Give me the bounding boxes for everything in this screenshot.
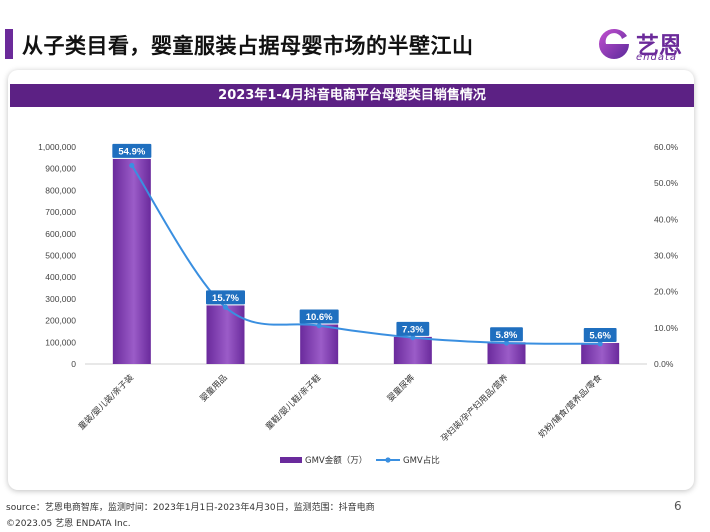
- page-number: 6: [674, 499, 682, 513]
- page-title: 从子类目看，婴童服装占据母婴市场的半壁江山: [22, 34, 474, 58]
- bar: [112, 158, 151, 364]
- y-right-tick-label: 30.0%: [654, 251, 679, 261]
- category-label: 婴童尿裤: [385, 372, 417, 404]
- y-left-tick-label: 800,000: [45, 185, 76, 195]
- data-label: 10.6%: [306, 312, 333, 323]
- line-point: [597, 341, 603, 347]
- y-left-tick-label: 400,000: [45, 272, 76, 282]
- legend-bar-swatch: [280, 457, 302, 463]
- chart-title: 2023年1-4月抖音电商平台母婴类目销售情况: [10, 84, 694, 107]
- data-label: 15.7%: [212, 293, 239, 304]
- bar: [393, 336, 432, 364]
- y-right-tick-label: 60.0%: [654, 142, 679, 152]
- y-left-tick-label: 100,000: [45, 337, 76, 347]
- data-label-bg: [299, 309, 339, 324]
- data-label-bg: [112, 143, 152, 158]
- y-left-tick-label: 700,000: [45, 207, 76, 217]
- line-point: [503, 340, 510, 346]
- data-label-bg: [396, 321, 430, 336]
- y-right-tick-label: 50.0%: [654, 178, 679, 188]
- line-point: [129, 162, 135, 169]
- y-left-tick-label: 200,000: [45, 316, 76, 326]
- y-left-tick-label: 900,000: [45, 164, 76, 174]
- y-left-tick-label: 300,000: [45, 294, 76, 304]
- legend-bar-label: GMV金额（万）: [305, 455, 367, 466]
- data-label-bg: [206, 290, 245, 305]
- endata-logo: 艺恩 endata: [596, 26, 696, 66]
- line-point: [222, 304, 229, 310]
- gmv-share-line: [130, 164, 601, 345]
- footer-copyright: ©2023.05 艺恩 ENDATA Inc.: [6, 519, 131, 529]
- category-label: 孕妇装/孕产妇用品/营养: [439, 372, 511, 444]
- category-label: 童装/婴儿装/亲子装: [76, 372, 136, 432]
- y-left-tick-label: 600,000: [45, 229, 76, 239]
- logo-english-text: endata: [636, 52, 678, 63]
- legend-line-marker: [385, 457, 391, 463]
- data-label: 5.8%: [496, 330, 518, 341]
- y-right-tick-label: 0.0%: [654, 359, 674, 369]
- data-label: 7.3%: [402, 324, 424, 335]
- y-right-tick-label: 40.0%: [654, 214, 679, 224]
- data-label: 5.6%: [589, 330, 611, 341]
- category-label: 奶粉/辅食/营养品/零食: [536, 372, 604, 440]
- data-label: 54.9%: [118, 146, 145, 157]
- data-label-bg: [583, 327, 617, 342]
- bar: [581, 342, 620, 364]
- category-label: 童鞋/婴儿鞋/亲子鞋: [263, 372, 323, 432]
- line-point: [316, 323, 322, 329]
- footer-source: source：艺恩电商智库，监测时间：2023年1月1日-2023年4月30日，…: [6, 503, 375, 513]
- category-label: 婴童用品: [198, 372, 230, 404]
- line-point: [410, 334, 416, 341]
- y-left-tick-label: 500,000: [45, 251, 76, 261]
- e-logo-icon: [599, 28, 629, 59]
- bar: [487, 342, 526, 364]
- bar: [206, 305, 245, 364]
- y-right-tick-label: 20.0%: [654, 287, 679, 297]
- logo-chinese-text: 艺恩: [636, 33, 682, 59]
- bar: [300, 324, 339, 364]
- y-left-tick-label: 1,000,000: [38, 142, 76, 152]
- legend-line-label: GMV占比: [403, 455, 440, 466]
- y-right-tick-label: 10.0%: [654, 323, 679, 333]
- data-label-bg: [490, 327, 523, 342]
- title-accent-bar: [5, 29, 13, 59]
- y-left-tick-label: 0: [71, 359, 76, 369]
